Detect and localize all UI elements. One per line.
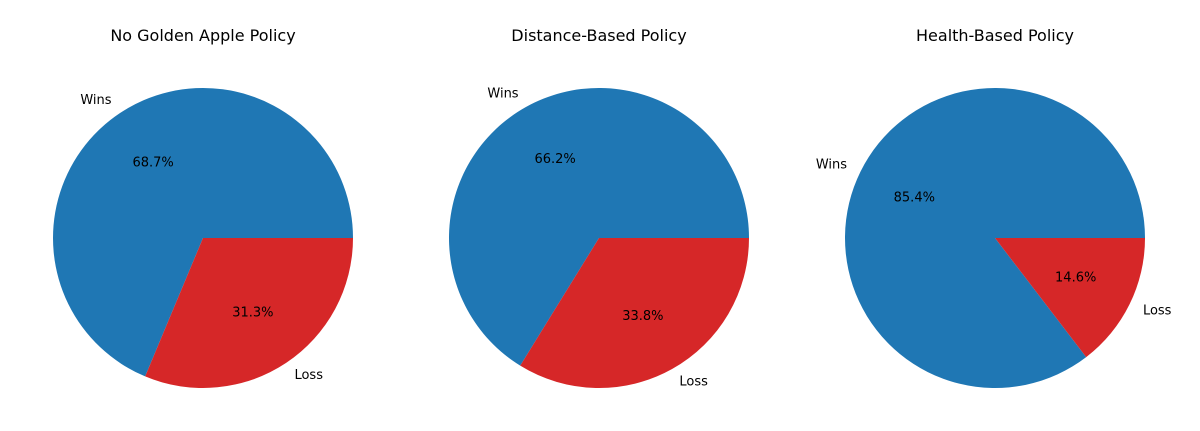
- chart-title: Distance-Based Policy: [511, 26, 686, 45]
- pie-slice-wins: [449, 87, 749, 366]
- slice-percent-label: 68.7%: [132, 156, 173, 171]
- slice-percent-label: 66.2%: [534, 152, 575, 167]
- slice-label: Wins: [816, 157, 847, 172]
- pie-slice-loss: [995, 238, 1145, 358]
- slice-percent-label: 85.4%: [894, 191, 935, 206]
- pie-slice-loss: [145, 238, 353, 389]
- pie-slice-loss: [520, 238, 749, 388]
- chart-title: No Golden Apple Policy: [110, 26, 295, 45]
- pie-chart-1: No Golden Apple Policy Wins 68.7% Loss 31.3…: [53, 26, 354, 389]
- pie-chart-3: Health-Based Policy Wins 85.4% Loss 14.6%: [816, 26, 1172, 388]
- chart-title: Health-Based Policy: [916, 26, 1074, 45]
- slice-percent-label: 33.8%: [622, 309, 663, 324]
- slice-label: Loss: [679, 375, 708, 390]
- pie-slice-wins: [53, 88, 354, 377]
- slice-percent-label: 14.6%: [1055, 270, 1096, 285]
- pie-chart-2: Distance-Based Policy Wins 66.2% Loss 33.8%: [449, 26, 749, 390]
- pie-slice-wins: [845, 87, 1145, 388]
- slice-percent-label: 31.3%: [232, 305, 273, 320]
- slice-label: Loss: [1143, 304, 1172, 319]
- slice-label: Wins: [487, 86, 518, 101]
- slice-label: Loss: [294, 368, 323, 383]
- slice-label: Wins: [80, 93, 111, 108]
